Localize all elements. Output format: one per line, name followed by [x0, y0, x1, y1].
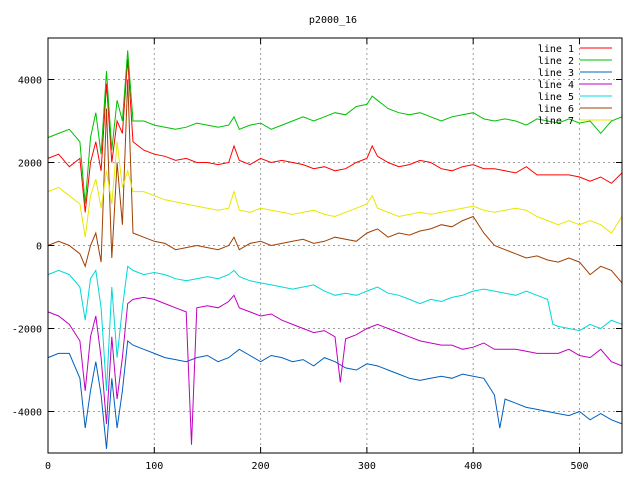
x-tick-label: 400 — [464, 461, 482, 472]
series-group — [47, 50, 623, 449]
series-line-1 — [47, 58, 623, 213]
legend-label-3: line 3 — [538, 68, 574, 79]
grid — [48, 38, 622, 453]
legend-label-5: line 5 — [538, 92, 574, 103]
x-tick-label: 300 — [358, 461, 376, 472]
y-tick-label: 4000 — [18, 76, 42, 87]
legend-label-4: line 4 — [538, 80, 574, 91]
legend-label-1: line 1 — [538, 44, 574, 55]
plot-frame — [47, 37, 623, 454]
x-tick-label: 500 — [570, 461, 588, 472]
legend-label-6: line 6 — [538, 104, 574, 115]
x-tick-label: 0 — [45, 461, 51, 472]
x-tick-label: 200 — [252, 461, 270, 472]
legend-label-7: line 7 — [538, 116, 574, 127]
series-line-4 — [47, 294, 623, 445]
axes: 0 100 200 300 400 500 -4000 -2000 0 2000 4000 — [12, 37, 623, 472]
series-line-6 — [47, 79, 623, 284]
legend-label-2: line 2 — [538, 56, 574, 67]
series-line-7 — [47, 141, 623, 238]
series-line-3 — [47, 339, 623, 449]
y-tick-label: -2000 — [12, 325, 42, 336]
x-tick-label: 100 — [145, 461, 163, 472]
y-tick-label: 0 — [36, 242, 42, 253]
series-line-5 — [47, 265, 623, 391]
y-tick-label: 2000 — [18, 159, 42, 170]
y-tick-label: -4000 — [12, 408, 42, 419]
series-line-2 — [47, 50, 623, 205]
chart-title: p2000_16 — [309, 15, 357, 26]
